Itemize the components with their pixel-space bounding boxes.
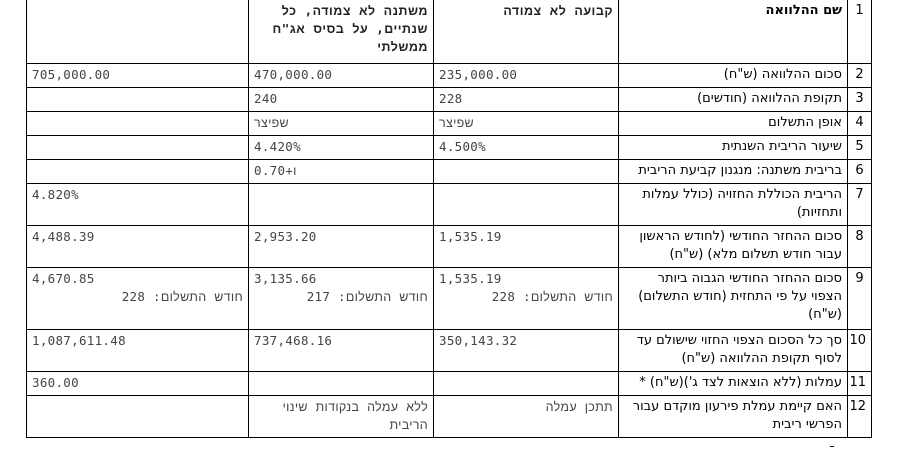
loan-a-cell: [433, 183, 619, 226]
table-row: 9 סכום ההחזר החודשי הגבוה ביותר הצפוי על…: [26, 267, 872, 330]
loan-b-cell: 4.420%: [248, 135, 434, 160]
page-edge-mark: [830, 446, 834, 447]
total-cell: 4.820%: [26, 183, 249, 226]
total-cell: 1,087,611.48: [26, 329, 249, 372]
row-number: 2: [847, 63, 872, 88]
total-cell: [26, 135, 249, 160]
loan-a-cell: 235,000.00: [433, 63, 619, 88]
loan-b-cell: 470,000.00: [248, 63, 434, 88]
row-number: 6: [847, 159, 872, 184]
row-label: בריבית משתנה: מנגנון קביעת הריבית: [618, 159, 848, 184]
payment-month-note: חודש התשלום: 217: [306, 289, 428, 304]
loan-b-cell: 3,135.66 חודש התשלום: 217: [248, 267, 434, 330]
loan-a-cell: 228: [433, 87, 619, 112]
table-row: 2 סכום ההלוואה (ש"ח) 235,000.00 470,000.…: [26, 63, 872, 88]
loan-a-cell: שפיצר: [433, 111, 619, 136]
loan-b-cell: ו+0.70: [248, 159, 434, 184]
table-row: 10 סך כל הסכום הצפוי החזוי שישולם עד לסו…: [26, 329, 872, 372]
max-payment-value: 3,135.66: [254, 271, 317, 286]
row-label: עמלות (ללא הוצאות לצד ג')(ש"ח) *: [618, 371, 848, 396]
total-cell: 705,000.00: [26, 63, 249, 88]
loan-b-cell: 240: [248, 87, 434, 112]
table-row: 8 סכום ההחזר החודשי (לחודש הראשון עבור ח…: [26, 225, 872, 268]
row-number: 9: [847, 267, 872, 330]
loan-a-cell: 1,535.19: [433, 225, 619, 268]
table-row: 4 אופן התשלום שפיצר שפיצר: [26, 111, 872, 136]
loan-b-cell: [248, 183, 434, 226]
table-row: 5 שיעור הריבית השנתית 4.500% 4.420%: [26, 135, 872, 160]
table-row: 12 האם קיימת עמלת פירעון מוקדם עבור הפרש…: [26, 395, 872, 438]
loan-b-cell: 2,953.20: [248, 225, 434, 268]
loan-b-cell: משתנה לא צמודה, כל שנתיים, על בסיס אג"ח …: [248, 0, 434, 64]
row-label: אופן התשלום: [618, 111, 848, 136]
table-row: 6 בריבית משתנה: מנגנון קביעת הריבית ו+0.…: [26, 159, 872, 184]
row-number: 1: [847, 0, 872, 64]
max-payment-value: 4,670.85: [32, 271, 95, 286]
row-number: 11: [847, 371, 872, 396]
loan-a-cell: 4.500%: [433, 135, 619, 160]
loan-comparison-table: 1 שם ההלוואה קבועה לא צמודה משתנה לא צמו…: [26, 0, 872, 438]
max-payment-value: 1,535.19: [439, 271, 502, 286]
row-label: תקופת ההלוואה (חודשים): [618, 87, 848, 112]
row-number: 7: [847, 183, 872, 226]
row-number: 8: [847, 225, 872, 268]
row-label: האם קיימת עמלת פירעון מוקדם עבור הפרשי ר…: [618, 395, 848, 438]
row-number: 4: [847, 111, 872, 136]
row-label: סך כל הסכום הצפוי החזוי שישולם עד לסוף ת…: [618, 329, 848, 372]
total-cell: [26, 87, 249, 112]
row-label: סכום ההלוואה (ש"ח): [618, 63, 848, 88]
loan-b-cell: שפיצר: [248, 111, 434, 136]
loan-a-cell: [433, 159, 619, 184]
row-number: 12: [847, 395, 872, 438]
loan-b-cell: ללא עמלה בנקודות שינוי הריבית: [248, 395, 434, 438]
payment-month-note: חודש התשלום: 228: [491, 289, 613, 304]
loan-a-cell: [433, 371, 619, 396]
payment-month-note: חודש התשלום: 228: [121, 289, 243, 304]
total-cell: 4,488.39: [26, 225, 249, 268]
loan-b-cell: 737,468.16: [248, 329, 434, 372]
table-row: 11 עמלות (ללא הוצאות לצד ג')(ש"ח) * 360.…: [26, 371, 872, 396]
row-label: שם ההלוואה: [618, 0, 848, 64]
loan-a-cell: 350,143.32: [433, 329, 619, 372]
total-cell: [26, 0, 249, 64]
row-label: הריבית הכוללת החזויה (כולל עמלות ותחזיות…: [618, 183, 848, 226]
total-cell: [26, 159, 249, 184]
loan-b-cell: [248, 371, 434, 396]
table-row: 3 תקופת ההלוואה (חודשים) 228 240: [26, 87, 872, 112]
table-row: 7 הריבית הכוללת החזויה (כולל עמלות ותחזי…: [26, 183, 872, 226]
table-row: 1 שם ההלוואה קבועה לא צמודה משתנה לא צמו…: [26, 0, 872, 64]
row-number: 5: [847, 135, 872, 160]
row-number: 10: [847, 329, 872, 372]
total-cell: [26, 395, 249, 438]
row-label: שיעור הריבית השנתית: [618, 135, 848, 160]
loan-a-cell: תתכן עמלה: [433, 395, 619, 438]
row-label: סכום ההחזר החודשי הגבוה ביותר הצפוי על פ…: [618, 267, 848, 330]
total-cell: [26, 111, 249, 136]
row-label: סכום ההחזר החודשי (לחודש הראשון עבור חוד…: [618, 225, 848, 268]
loan-a-cell: קבועה לא צמודה: [433, 0, 619, 64]
total-cell: 4,670.85 חודש התשלום: 228: [26, 267, 249, 330]
total-cell: 360.00: [26, 371, 249, 396]
loan-a-cell: 1,535.19 חודש התשלום: 228: [433, 267, 619, 330]
row-number: 3: [847, 87, 872, 112]
